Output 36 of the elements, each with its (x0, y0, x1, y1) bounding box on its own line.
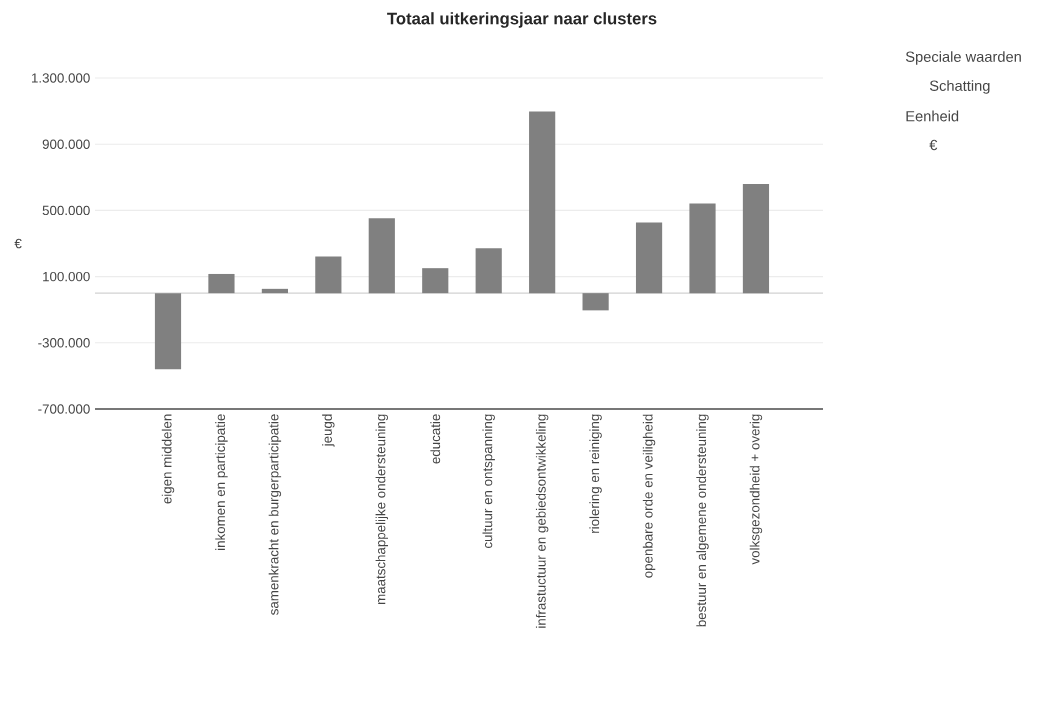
x-tick-label: jeugd (322, 414, 335, 447)
bar (208, 273, 235, 294)
text: Speciale waarden (905, 51, 1021, 65)
bar (261, 288, 288, 294)
y-tick-label: 900.000 (42, 139, 90, 149)
x-tick-label: bestuur en algemene ondersteuning (696, 414, 709, 627)
x-tick-label: volksgezondheid + overig (749, 414, 763, 565)
text: Schatting (929, 80, 990, 94)
x-tick-label: riolering en reiniging (589, 414, 602, 533)
y-tick-label: 1.300.000 (32, 73, 90, 83)
bar (368, 218, 395, 294)
bar (315, 256, 342, 294)
x-tick-label: openbare orde en veiligheid (642, 414, 656, 578)
bar (742, 183, 770, 294)
bar (475, 248, 502, 294)
y-tick-label: 500.000 (42, 205, 90, 216)
x-tick-label: samenkracht en burgerparticipatie (268, 414, 282, 615)
y-tick-label: 100.000 (43, 271, 90, 282)
x-tick-label: maatschappelijke ondersteuning (375, 414, 389, 605)
bar (582, 293, 609, 311)
y-axis-title: € (14, 238, 22, 249)
text: € (929, 139, 938, 151)
x-tick-label: inkomen en participatie (215, 414, 228, 550)
bar (422, 268, 449, 294)
bar (635, 222, 663, 294)
bar (529, 111, 556, 294)
y-tick-label: -700.000 (38, 404, 90, 414)
y-tick-label: -300.000 (38, 338, 90, 348)
chart-title: Totaal uitkeringsjaar naar clusters (387, 12, 657, 28)
x-tick-label: cultuur en ontspanning (482, 414, 495, 549)
x-tick-label: eigen middelen (161, 414, 175, 504)
bar (154, 293, 182, 370)
bar (689, 203, 716, 294)
text: Eenheid (906, 110, 959, 122)
x-tick-label: infrastuctuur en gebiedsontwikkeling (535, 414, 549, 628)
x-tick-label: educatie (430, 414, 441, 464)
